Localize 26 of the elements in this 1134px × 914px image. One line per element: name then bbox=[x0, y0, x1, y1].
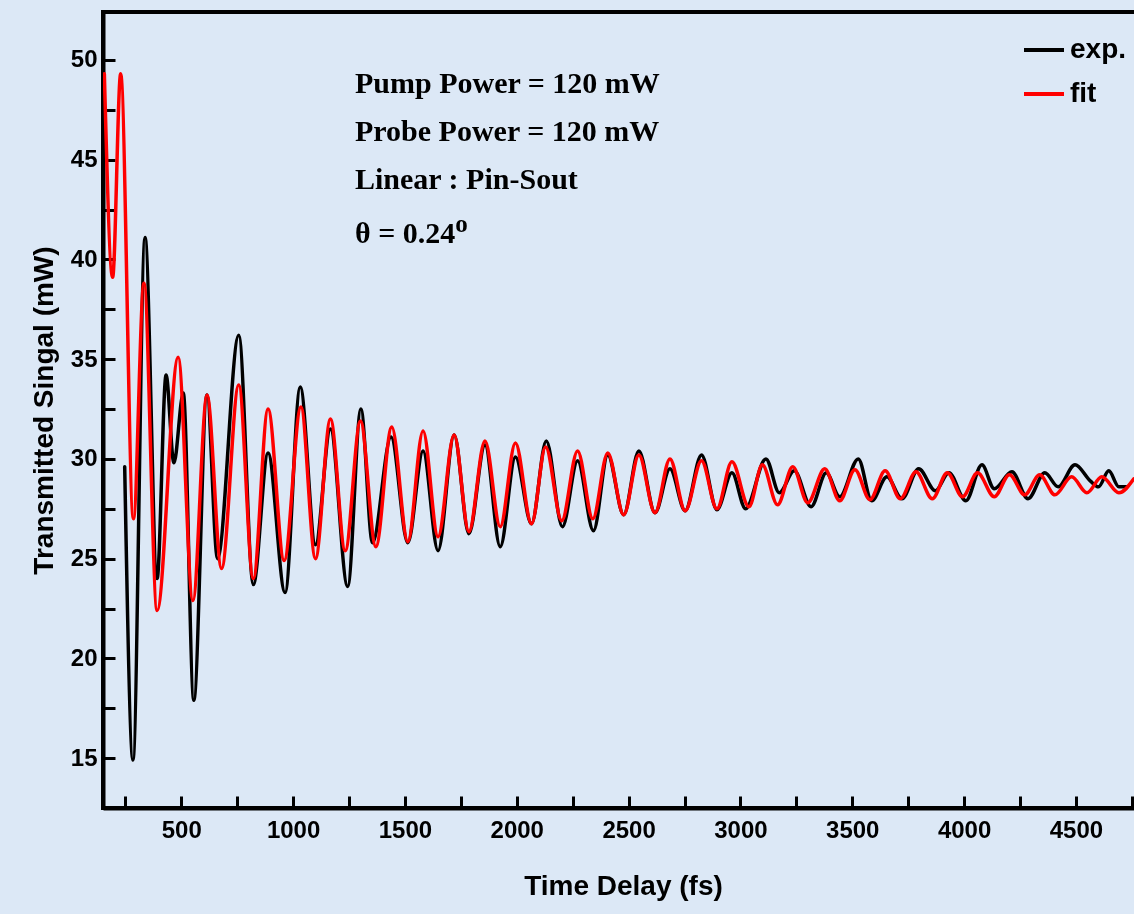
legend-label: fit bbox=[1070, 77, 1097, 108]
y-tick-label: 45 bbox=[70, 145, 98, 173]
legend-label: exp. bbox=[1070, 33, 1127, 64]
x-tick-label: 1000 bbox=[266, 815, 321, 843]
x-tick-label: 3500 bbox=[826, 815, 880, 843]
x-tick-label: 3000 bbox=[714, 815, 768, 843]
line-series bbox=[103, 72, 1134, 613]
annotation: Linear : Pin-Sout bbox=[355, 162, 578, 196]
y-tick-label: 40 bbox=[70, 244, 98, 272]
y-tick-label: 30 bbox=[70, 444, 98, 472]
annotation: Pump Power = 120 mW bbox=[355, 66, 660, 100]
y-tick-label: 25 bbox=[70, 544, 98, 572]
y-tick-label: 15 bbox=[70, 743, 98, 771]
x-axis-title: Time Delay (fs) bbox=[524, 869, 723, 901]
x-tick-label: 500 bbox=[161, 815, 202, 843]
x-tick-label: 2000 bbox=[490, 815, 544, 843]
x-tick-label: 2500 bbox=[602, 815, 656, 843]
x-tick-label: 1500 bbox=[378, 815, 433, 843]
y-tick-label: 50 bbox=[70, 45, 98, 73]
x-tick-label: 4500 bbox=[1049, 815, 1104, 843]
y-axis-title: Transmitted Singal (mW) bbox=[27, 246, 59, 575]
annotation: Probe Power = 120 mW bbox=[355, 114, 660, 148]
y-tick-label: 20 bbox=[70, 643, 98, 671]
y-tick-label: 35 bbox=[70, 344, 98, 372]
annotation: θ = 0.24$^{o}$ bbox=[355, 210, 468, 250]
x-tick-label: 4000 bbox=[937, 815, 992, 843]
